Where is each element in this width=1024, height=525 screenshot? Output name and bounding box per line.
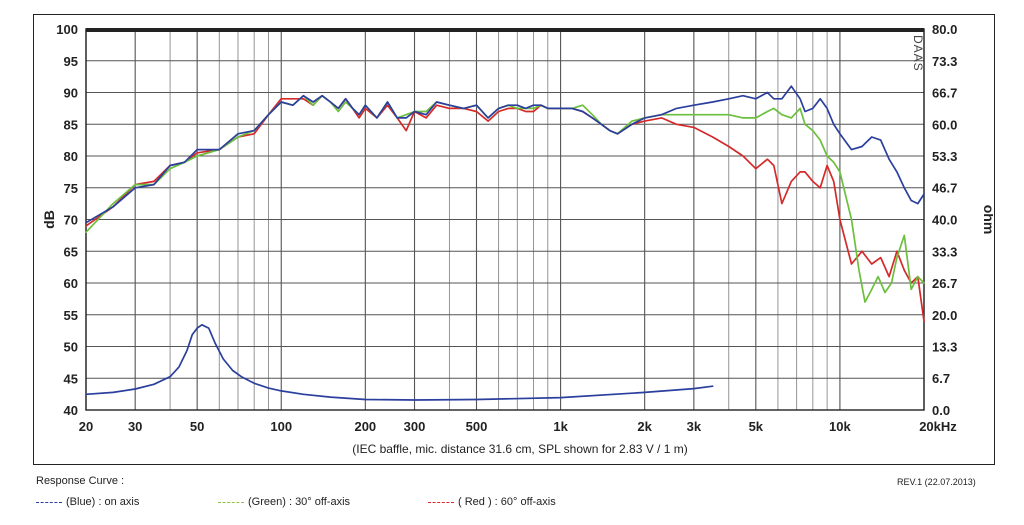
y-tick-label: 40 [64, 403, 78, 418]
y-tick-label: 95 [64, 54, 78, 69]
legend-label-blue: (Blue) : on axis [66, 496, 140, 508]
y-tick-label: 90 [64, 86, 78, 101]
legend-swatch-red [428, 501, 454, 503]
chart-caption: (IEC baffle, mic. distance 31.6 cm, SPL … [352, 442, 687, 456]
frequency-response-chart: 100 95 90 85 80 75 70 65 60 55 50 45 40 80.0 73.3 66.7 6… [41, 22, 993, 456]
x-tick-label: 10k [829, 419, 851, 434]
x-tick-label: 5k [749, 419, 764, 434]
y-right-tick-label: 46.7 [932, 181, 957, 196]
x-tick-label: 100 [270, 419, 292, 434]
legend-swatch-green [218, 501, 244, 503]
x-tick-label: 20kHz [919, 419, 957, 434]
legend-swatch-blue [36, 501, 62, 503]
y-tick-label: 75 [64, 181, 78, 196]
x-tick-label: 200 [354, 419, 376, 434]
legend-item-blue: (Blue) : on axis [36, 496, 139, 508]
legend-label-red: ( Red ) : 60° off-axis [458, 496, 556, 508]
y-right-tick-label: 13.3 [932, 340, 957, 355]
y-right-tick-label: 0.0 [932, 403, 950, 418]
y-right-tick-label: 80.0 [932, 22, 957, 37]
y-tick-label: 60 [64, 276, 78, 291]
series-30deg-line [85, 94, 925, 303]
y-right-tick-label: 6.7 [932, 371, 950, 386]
y-right-tick-label: 26.7 [932, 276, 957, 291]
y-right-tick-label: 40.0 [932, 213, 957, 228]
x-tick-label: 300 [404, 419, 426, 434]
y-tick-label: 80 [64, 149, 78, 164]
series-on-axis-line [85, 85, 925, 224]
y-right-tick-label: 33.3 [932, 244, 957, 259]
revision-label: REV.1 (22.07.2013) [897, 477, 976, 487]
y-tick-label: 85 [64, 117, 78, 132]
response-curve-title: Response Curve : [36, 475, 125, 487]
x-tick-label: 20 [79, 419, 93, 434]
y-tick-label: 55 [64, 308, 78, 323]
series-group [85, 85, 925, 401]
x-tick-label: 3k [687, 419, 702, 434]
watermark-logo: DAAS [911, 35, 925, 72]
top-band [86, 28, 924, 32]
y-tick-label: 65 [64, 244, 78, 259]
x-tick-label: 500 [466, 419, 488, 434]
y-right-tick-label: 53.3 [932, 149, 957, 164]
x-tick-label: 30 [128, 419, 142, 434]
y-right-tick-label: 60.0 [932, 117, 957, 132]
y-right-tick-label: 73.3 [932, 54, 957, 69]
series-60deg-line [85, 94, 925, 322]
plot-border [85, 28, 925, 411]
x-tick-label: 2k [637, 419, 652, 434]
chart-frame: 100 95 90 85 80 75 70 65 60 55 50 45 40 80.0 73.3 66.7 6… [33, 14, 995, 465]
x-tick-label: 1k [553, 419, 568, 434]
legend-item-red: ( Red ) : 60° off-axis [428, 496, 556, 508]
series-impedance-line [85, 323, 714, 401]
grid-lines [85, 28, 925, 411]
y-axis-label: dB [41, 210, 57, 229]
y-right-tick-label: 20.0 [932, 308, 957, 323]
legend-item-green: (Green) : 30° off-axis [218, 496, 350, 508]
y-tick-label: 45 [64, 371, 78, 386]
y-tick-label: 100 [56, 22, 78, 37]
y-right-axis-label: ohm [981, 205, 993, 235]
x-tick-label: 50 [190, 419, 204, 434]
legend-label-green: (Green) : 30° off-axis [248, 496, 351, 508]
y-right-tick-label: 66.7 [932, 85, 957, 100]
y-tick-label: 70 [64, 213, 78, 228]
y-tick-label: 50 [64, 340, 78, 355]
